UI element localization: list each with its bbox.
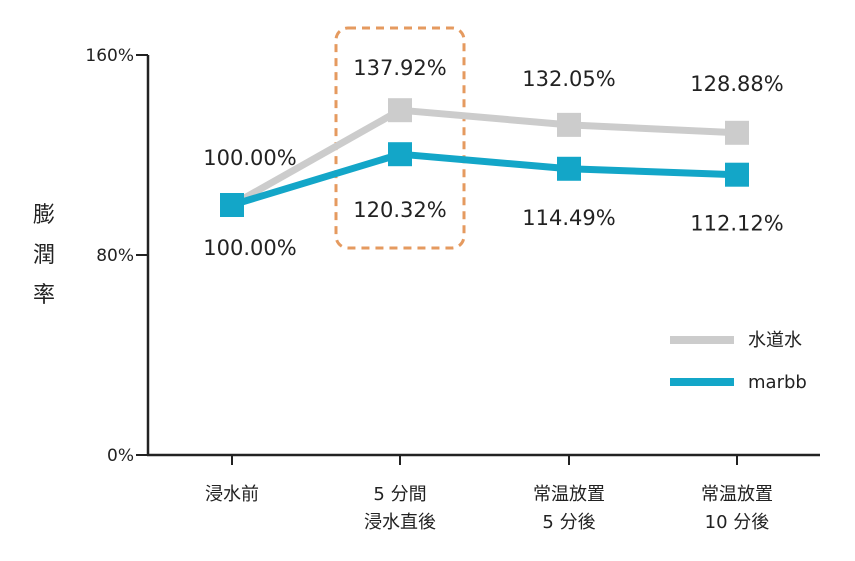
series-line — [230, 150, 738, 209]
x-tick-label: 常温放置 — [701, 484, 773, 505]
data-label: 112.12% — [690, 212, 783, 236]
x-tick-label: 5 分間 — [373, 484, 426, 505]
x-tick-label: 浸水前 — [205, 484, 259, 505]
y-tick-label: 80% — [96, 246, 134, 266]
data-label: 100.00% — [203, 146, 296, 170]
data-point — [388, 98, 412, 123]
y-axis-label-char: 率 — [33, 283, 55, 308]
data-label: 114.49% — [522, 206, 615, 230]
y-axis-label-char: 潤 — [33, 243, 55, 268]
data-point — [557, 112, 581, 137]
data-label: 120.32% — [353, 198, 446, 222]
legend-entry: marbb — [748, 372, 807, 393]
legend-entry: 水道水 — [748, 330, 802, 351]
x-tick-label: 浸水直後 — [364, 512, 436, 533]
data-label: 100.00% — [203, 236, 296, 260]
data-label: 137.92% — [353, 56, 446, 80]
data-label: 128.88% — [690, 72, 783, 96]
data-label: 132.05% — [522, 67, 615, 91]
data-point — [220, 193, 244, 217]
x-tick-label: 5 分後 — [542, 512, 595, 533]
data-point — [388, 142, 412, 167]
data-point — [557, 156, 581, 181]
y-tick-label: 160% — [85, 46, 134, 66]
x-tick-label: 10 分後 — [705, 512, 770, 533]
y-axis-label-char: 膨 — [33, 203, 55, 228]
data-point — [725, 162, 749, 187]
series-line — [230, 106, 738, 209]
data-point — [725, 120, 749, 145]
x-tick-label: 常温放置 — [533, 484, 605, 505]
y-tick-label: 0% — [107, 446, 134, 466]
